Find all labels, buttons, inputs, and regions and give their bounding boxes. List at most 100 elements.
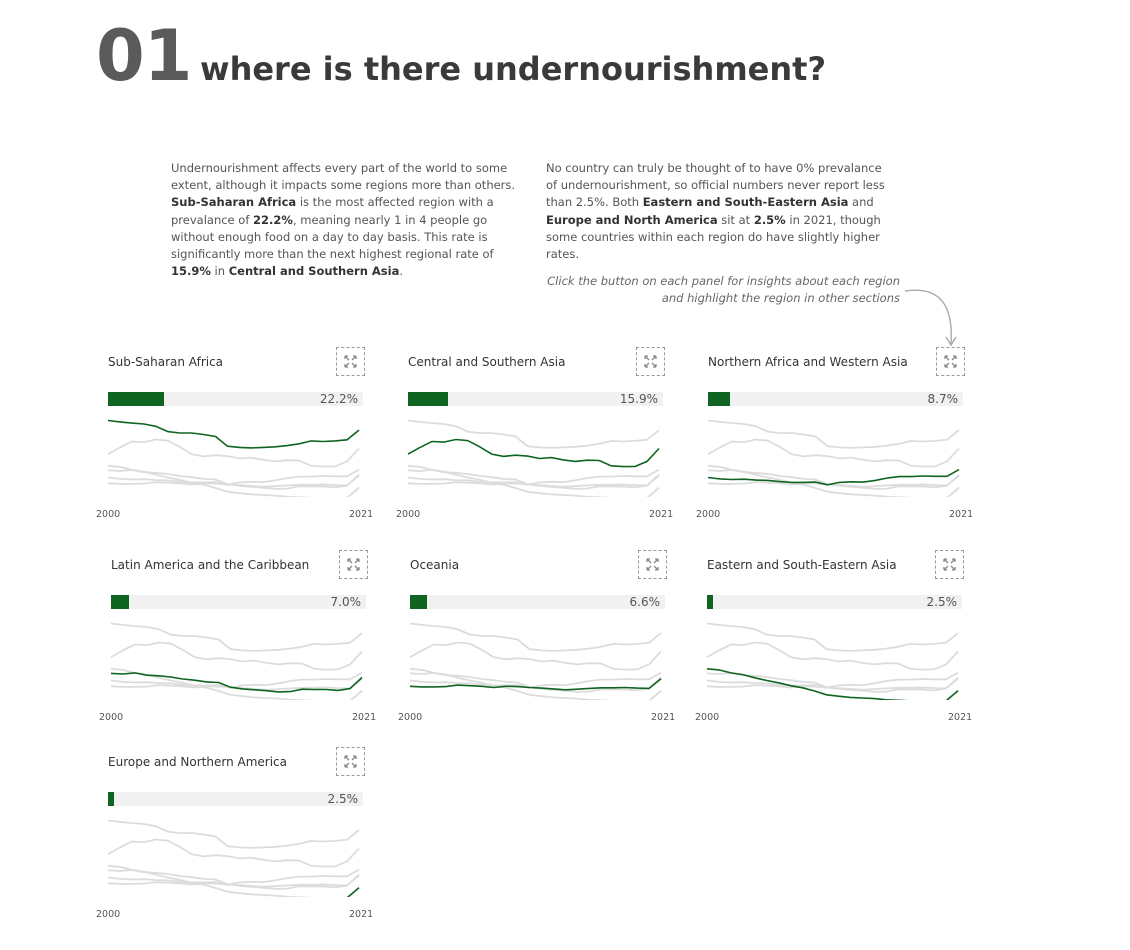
expand-panel-button[interactable]	[336, 747, 365, 776]
context-series-line	[407, 419, 660, 449]
prevalence-value: 2.5%	[327, 792, 359, 806]
context-series-line	[706, 641, 959, 671]
expand-icon	[943, 558, 956, 571]
expand-panel-button[interactable]	[936, 347, 965, 376]
intro-left-text: Undernourishment affects every part of t…	[171, 160, 523, 280]
expand-panel-button[interactable]	[636, 347, 665, 376]
context-series-line	[107, 864, 360, 897]
context-series-line	[107, 838, 360, 868]
emphasis-text: 22.2%	[253, 212, 293, 227]
x-axis-end-label: 2021	[948, 712, 973, 723]
context-series-line	[107, 819, 360, 849]
trend-chart	[409, 622, 662, 700]
expand-icon	[347, 558, 360, 571]
x-axis-end-label: 2021	[349, 509, 374, 520]
prevalence-bar: 2.5%	[108, 792, 363, 806]
prevalence-bar: 8.7%	[708, 392, 963, 406]
prevalence-bar-fill	[707, 595, 714, 609]
prevalence-value: 8.7%	[927, 392, 959, 406]
expand-panel-button[interactable]	[638, 550, 667, 579]
x-axis-end-label: 2021	[649, 509, 674, 520]
x-axis-start-label: 2000	[396, 509, 421, 520]
body-text: .	[399, 264, 404, 279]
x-axis-start-label: 2000	[695, 712, 720, 723]
panel-title: Northern Africa and Western Asia	[708, 355, 908, 369]
emphasis-text: Central and Southern Asia	[228, 264, 400, 279]
x-axis-end-label: 2021	[352, 712, 377, 723]
context-series-line	[409, 667, 662, 700]
context-series-line	[107, 475, 360, 488]
body-text: , meaning nearly 1 in 4 people go withou…	[171, 212, 494, 262]
expand-icon	[646, 558, 659, 571]
x-axis-start-label: 2000	[696, 509, 721, 520]
panel-hint: Click the button on each panel for insig…	[480, 273, 900, 307]
x-axis-start-label: 2000	[96, 909, 121, 920]
body-text: in	[210, 264, 229, 279]
expand-icon	[344, 755, 357, 768]
prevalence-value: 7.0%	[330, 595, 362, 609]
section-title: where is there undernourishment?	[200, 50, 826, 88]
x-axis-start-label: 2000	[99, 712, 124, 723]
prevalence-bar-fill	[111, 595, 129, 609]
region-panel: Northern Africa and Western Asia 8.7% 2000…	[696, 347, 1008, 547]
emphasis-text: Eastern and South-Eastern Asia	[642, 195, 849, 210]
body-text: Undernourishment affects every part of t…	[171, 161, 516, 193]
context-series-line	[409, 641, 662, 671]
expand-icon	[644, 355, 657, 368]
context-series-line	[706, 678, 959, 691]
body-text: sit at	[717, 212, 754, 227]
context-series-line	[407, 468, 660, 486]
region-panel: Oceania 6.6% 2000 2021	[398, 550, 710, 750]
context-series-line	[706, 622, 959, 652]
highlighted-series-line	[707, 468, 960, 486]
region-panel: Sub-Saharan Africa 22.2% 2000 2021	[96, 347, 408, 547]
x-axis-start-label: 2000	[96, 509, 121, 520]
prevalence-bar-fill	[708, 392, 730, 406]
section-number: 01	[96, 15, 192, 97]
expand-panel-button[interactable]	[336, 347, 365, 376]
panel-title: Sub-Saharan Africa	[108, 355, 224, 369]
prevalence-bar-fill	[108, 792, 115, 806]
panel-hint-line-1: Click the button on each panel for insig…	[547, 274, 900, 288]
prevalence-bar: 15.9%	[408, 392, 663, 406]
trend-chart	[407, 419, 660, 497]
highlighted-series-line	[407, 438, 660, 468]
x-axis-end-label: 2021	[949, 509, 974, 520]
expand-icon	[344, 355, 357, 368]
x-axis-end-label: 2021	[349, 909, 374, 920]
highlighted-series-line	[706, 668, 959, 700]
prevalence-bar: 7.0%	[111, 595, 366, 609]
panel-title: Eastern and South-Eastern Asia	[707, 558, 897, 572]
region-panel: Latin America and the Caribbean 7.0% 2000 2…	[99, 550, 411, 750]
panel-title: Europe and Northern America	[108, 755, 287, 769]
emphasis-text: Sub-Saharan Africa	[171, 195, 297, 210]
context-series-line	[407, 464, 660, 497]
prevalence-bar: 2.5%	[707, 595, 962, 609]
highlighted-series-line	[110, 672, 363, 693]
context-series-line	[707, 464, 960, 497]
body-text: is the most affected region with a preva…	[171, 195, 494, 227]
context-series-line	[107, 438, 360, 468]
context-series-line	[110, 667, 363, 700]
prevalence-bar-fill	[108, 392, 164, 406]
emphasis-text: 2.5%	[753, 212, 786, 227]
trend-chart	[107, 419, 360, 497]
trend-chart	[707, 419, 960, 497]
emphasis-text: 15.9%	[171, 264, 211, 279]
prevalence-bar: 22.2%	[108, 392, 363, 406]
context-series-line	[107, 868, 360, 886]
highlighted-series-line	[409, 678, 662, 691]
context-series-line	[707, 419, 960, 449]
panel-title: Latin America and the Caribbean	[111, 558, 310, 572]
context-series-line	[407, 475, 660, 488]
intro-right-text: No country can truly be thought of to ha…	[546, 160, 896, 263]
context-series-line	[107, 875, 360, 888]
emphasis-text: Europe and North America	[546, 212, 718, 227]
region-panel: Central and Southern Asia 15.9% 2000 2021	[396, 347, 708, 547]
expand-panel-button[interactable]	[339, 550, 368, 579]
prevalence-bar-fill	[408, 392, 448, 406]
prevalence-bar: 6.6%	[410, 595, 665, 609]
region-panel: Europe and Northern America 2.5% 2000 2021	[96, 747, 408, 947]
prevalence-value: 15.9%	[619, 392, 658, 406]
expand-panel-button[interactable]	[935, 550, 964, 579]
